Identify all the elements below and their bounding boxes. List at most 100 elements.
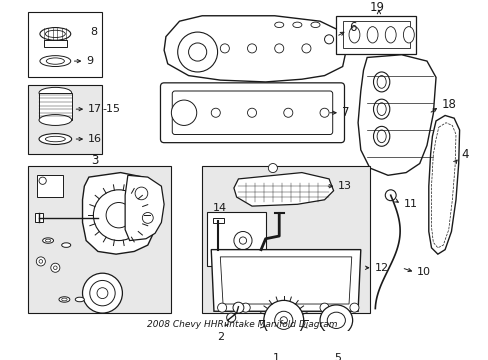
Polygon shape	[220, 257, 351, 304]
Ellipse shape	[75, 297, 84, 302]
Ellipse shape	[403, 27, 413, 43]
Circle shape	[283, 108, 292, 117]
Circle shape	[319, 108, 328, 117]
Bar	[39, 93, 72, 120]
Bar	[37, 175, 62, 197]
Bar	[336, 16, 415, 54]
Circle shape	[233, 231, 251, 249]
Circle shape	[36, 257, 45, 266]
Ellipse shape	[292, 22, 301, 28]
Circle shape	[324, 35, 333, 44]
Circle shape	[82, 273, 122, 313]
Ellipse shape	[326, 312, 345, 328]
Ellipse shape	[45, 136, 65, 142]
Ellipse shape	[274, 22, 283, 28]
FancyBboxPatch shape	[172, 91, 332, 135]
Text: 12: 12	[374, 263, 388, 273]
Text: 18: 18	[441, 98, 455, 111]
Circle shape	[211, 108, 220, 117]
Ellipse shape	[59, 297, 70, 302]
Text: 4: 4	[461, 148, 468, 161]
Ellipse shape	[45, 239, 51, 242]
Bar	[206, 212, 265, 266]
Circle shape	[39, 260, 42, 263]
Text: 2008 Chevy HHR Intake Manifold Diagram: 2008 Chevy HHR Intake Manifold Diagram	[146, 320, 337, 329]
Ellipse shape	[376, 103, 386, 116]
Circle shape	[279, 303, 288, 312]
Ellipse shape	[45, 30, 65, 37]
Circle shape	[106, 202, 131, 228]
Ellipse shape	[42, 238, 53, 243]
Text: 8: 8	[90, 27, 97, 37]
Text: 7: 7	[341, 106, 348, 119]
Bar	[202, 166, 369, 313]
Circle shape	[188, 43, 206, 61]
Circle shape	[171, 100, 196, 125]
Circle shape	[239, 237, 246, 244]
Polygon shape	[82, 172, 157, 254]
Ellipse shape	[376, 130, 386, 143]
Text: 19: 19	[369, 1, 384, 14]
Text: 13: 13	[338, 181, 351, 191]
Bar	[43, 40, 67, 48]
Ellipse shape	[61, 298, 67, 301]
Text: -15: -15	[102, 104, 120, 114]
Ellipse shape	[373, 72, 389, 92]
Circle shape	[217, 303, 226, 312]
Circle shape	[349, 303, 358, 312]
Circle shape	[247, 108, 256, 117]
Polygon shape	[428, 116, 459, 254]
Text: 5: 5	[334, 354, 341, 360]
Text: 1: 1	[272, 354, 280, 360]
Bar	[213, 218, 224, 223]
Ellipse shape	[366, 27, 377, 43]
Text: 10: 10	[416, 267, 430, 277]
Circle shape	[53, 266, 57, 270]
Polygon shape	[125, 175, 164, 240]
Circle shape	[268, 163, 277, 172]
Ellipse shape	[319, 305, 352, 336]
Circle shape	[135, 187, 147, 200]
Circle shape	[90, 280, 115, 306]
Ellipse shape	[385, 27, 395, 43]
Bar	[28, 166, 171, 313]
Circle shape	[177, 32, 217, 72]
Ellipse shape	[40, 28, 71, 40]
Circle shape	[93, 190, 144, 240]
Polygon shape	[211, 249, 360, 311]
Circle shape	[39, 177, 46, 184]
Ellipse shape	[373, 126, 389, 146]
Circle shape	[220, 44, 229, 53]
Text: 9: 9	[86, 56, 93, 66]
Text: 11: 11	[403, 199, 417, 209]
Circle shape	[280, 317, 287, 324]
Circle shape	[232, 302, 244, 313]
Circle shape	[226, 313, 235, 322]
Circle shape	[142, 212, 153, 223]
Circle shape	[175, 108, 183, 117]
Polygon shape	[164, 16, 346, 82]
Circle shape	[274, 311, 292, 329]
Circle shape	[264, 300, 303, 340]
Circle shape	[51, 263, 60, 272]
Circle shape	[274, 44, 283, 53]
Ellipse shape	[310, 22, 319, 28]
Ellipse shape	[39, 134, 72, 144]
Ellipse shape	[348, 27, 359, 43]
Circle shape	[319, 303, 328, 312]
Text: 16: 16	[88, 134, 102, 144]
Bar	[28, 85, 102, 154]
Bar	[28, 12, 102, 77]
Circle shape	[193, 44, 202, 53]
Circle shape	[97, 288, 108, 298]
Circle shape	[241, 303, 250, 312]
Text: 6: 6	[348, 21, 356, 34]
Ellipse shape	[39, 114, 72, 125]
Text: 17: 17	[88, 104, 102, 114]
Ellipse shape	[376, 76, 386, 88]
FancyBboxPatch shape	[160, 83, 344, 143]
Ellipse shape	[40, 56, 71, 67]
Polygon shape	[357, 55, 435, 175]
Bar	[342, 21, 409, 48]
Text: 14: 14	[213, 203, 227, 213]
